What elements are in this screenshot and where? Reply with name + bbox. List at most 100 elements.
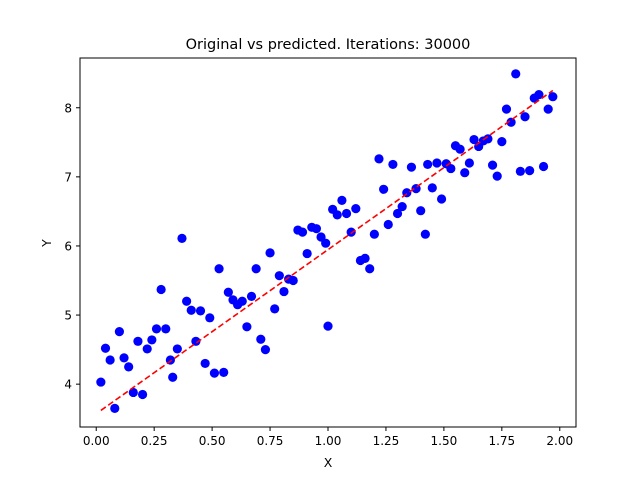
data-point: [186, 305, 196, 315]
data-point: [337, 195, 347, 205]
data-point: [436, 194, 447, 204]
data-point: [406, 162, 417, 172]
data-point: [427, 183, 437, 193]
data-point: [270, 304, 280, 314]
data-point: [397, 201, 407, 212]
data-point: [205, 313, 215, 323]
data-point: [351, 204, 361, 214]
data-point: [246, 291, 257, 301]
data-point: [497, 137, 507, 147]
data-point: [142, 344, 152, 354]
data-point: [151, 324, 162, 334]
data-point: [223, 287, 233, 297]
data-point: [161, 324, 171, 334]
data-point: [416, 206, 426, 216]
data-point: [200, 358, 210, 369]
data-point: [538, 161, 549, 172]
x-axis-label: X: [324, 455, 333, 470]
x-tick-label: 1.25: [373, 434, 400, 448]
data-point: [311, 224, 322, 234]
y-tick-label: 5: [64, 309, 72, 323]
data-point: [172, 344, 182, 354]
data-point: [379, 184, 389, 194]
data-point: [392, 208, 403, 219]
data-point: [100, 343, 111, 353]
x-tick-label: 1.50: [431, 434, 458, 448]
data-point: [195, 306, 206, 316]
data-point: [515, 166, 525, 176]
data-point: [534, 90, 544, 100]
data-point: [469, 134, 479, 145]
data-point: [388, 159, 398, 170]
data-point: [323, 321, 333, 331]
data-point: [191, 336, 201, 346]
data-point: [105, 355, 115, 365]
data-point: [341, 208, 352, 219]
data-point: [423, 159, 433, 170]
data-point: [147, 335, 157, 345]
data-point: [168, 372, 178, 382]
data-point: [137, 389, 148, 400]
y-axis-label: Y: [39, 239, 54, 248]
data-point: [119, 353, 129, 363]
regression-line: [100, 89, 554, 412]
data-point: [383, 219, 393, 230]
data-point: [219, 367, 229, 378]
data-point: [251, 264, 261, 274]
data-point: [321, 238, 331, 248]
data-point: [520, 112, 530, 122]
data-point: [460, 168, 470, 178]
data-point: [483, 134, 493, 144]
data-point: [288, 275, 298, 286]
data-point: [506, 117, 516, 127]
x-tick-label: 1.00: [315, 434, 342, 448]
x-tick-label: 0.25: [141, 434, 168, 448]
data-point: [548, 92, 558, 102]
data-point: [432, 158, 442, 168]
x-tick-label: 0.00: [83, 434, 110, 448]
data-point: [420, 229, 430, 239]
data-point: [464, 158, 474, 168]
data-point: [274, 271, 284, 281]
data-point: [492, 171, 502, 181]
x-tick-label: 0.50: [199, 434, 226, 448]
data-point: [256, 334, 266, 344]
data-point: [297, 227, 308, 237]
x-tick-label: 1.75: [488, 434, 515, 448]
data-point: [279, 286, 289, 297]
data-point: [365, 264, 375, 274]
plot-area: [96, 69, 558, 413]
data-point: [332, 210, 342, 220]
data-point: [110, 403, 120, 413]
y-tick-label: 8: [64, 101, 72, 115]
y-tick-label: 4: [64, 378, 72, 392]
data-point: [237, 296, 247, 306]
data-point: [360, 253, 370, 263]
data-point: [446, 163, 456, 174]
y-tick-label: 6: [64, 239, 72, 253]
data-point: [487, 160, 498, 170]
data-point: [242, 322, 252, 332]
data-point: [156, 284, 166, 295]
data-point: [501, 104, 512, 114]
data-point: [214, 264, 224, 274]
data-point: [525, 166, 535, 176]
x-tick-label: 0.75: [257, 434, 284, 448]
data-point: [128, 387, 138, 398]
chart-title: Original vs predicted. Iterations: 30000: [186, 37, 471, 53]
data-point: [133, 336, 143, 346]
x-tick-label: 2.00: [546, 434, 573, 448]
data-point: [260, 345, 271, 355]
data-point: [177, 233, 187, 243]
data-point: [209, 368, 220, 378]
axes: 0.00 0.25 0.50 0.75 1.00 1.25 1.50 1.75 2.00 4 5 6 7…: [64, 101, 573, 448]
data-point: [265, 248, 275, 258]
data-point: [124, 362, 134, 372]
data-point: [374, 154, 384, 164]
data-point: [511, 69, 521, 79]
data-point: [114, 327, 124, 337]
data-point: [182, 296, 192, 306]
data-point: [543, 104, 553, 114]
